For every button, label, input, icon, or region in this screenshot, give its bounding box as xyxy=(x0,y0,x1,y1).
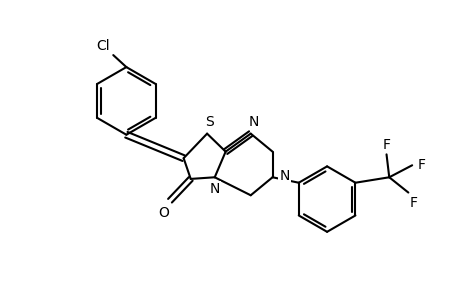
Text: F: F xyxy=(417,158,425,172)
Text: N: N xyxy=(279,169,289,183)
Text: S: S xyxy=(205,115,214,129)
Text: N: N xyxy=(248,115,258,129)
Text: O: O xyxy=(158,206,168,220)
Text: F: F xyxy=(382,137,390,152)
Text: F: F xyxy=(409,196,417,211)
Text: Cl: Cl xyxy=(96,39,110,53)
Text: N: N xyxy=(209,182,219,196)
